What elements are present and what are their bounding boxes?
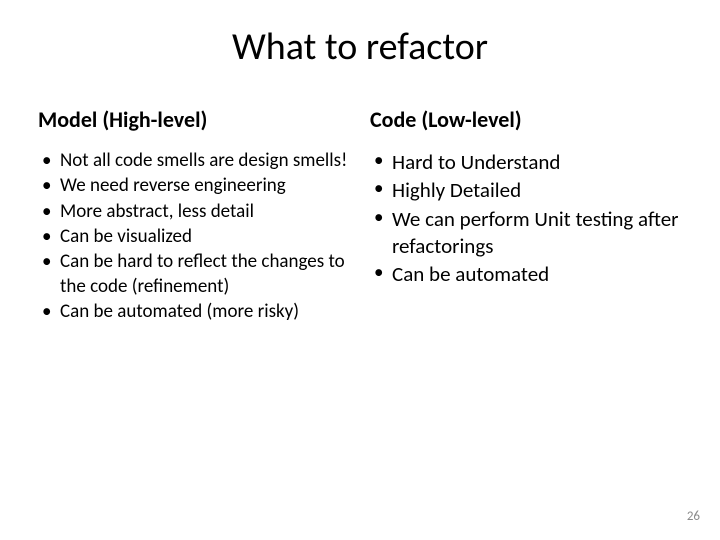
left-column: Model (High-level) Not all code smells a… [38, 106, 350, 325]
right-column: Code (Low-level) Hard to Understand High… [370, 106, 682, 325]
list-item: Can be automated [370, 261, 682, 288]
slide-title: What to refactor [0, 0, 720, 106]
list-item: Not all code smells are design smells! [38, 149, 350, 173]
list-item: Can be hard to reflect the changes to th… [38, 250, 350, 299]
right-bullet-list: Hard to Understand Highly Detailed We ca… [370, 149, 682, 288]
list-item: Can be automated (more risky) [38, 300, 350, 324]
list-item: We need reverse engineering [38, 174, 350, 198]
list-item: We can perform Unit testing after refact… [370, 206, 682, 261]
left-column-header: Model (High-level) [38, 106, 350, 133]
columns-container: Model (High-level) Not all code smells a… [0, 106, 720, 325]
right-column-header: Code (Low-level) [370, 106, 682, 133]
list-item: Hard to Understand [370, 149, 682, 176]
list-item: Can be visualized [38, 225, 350, 249]
list-item: Highly Detailed [370, 177, 682, 204]
left-bullet-list: Not all code smells are design smells! W… [38, 149, 350, 324]
slide-number: 26 [687, 509, 700, 524]
list-item: More abstract, less detail [38, 200, 350, 224]
